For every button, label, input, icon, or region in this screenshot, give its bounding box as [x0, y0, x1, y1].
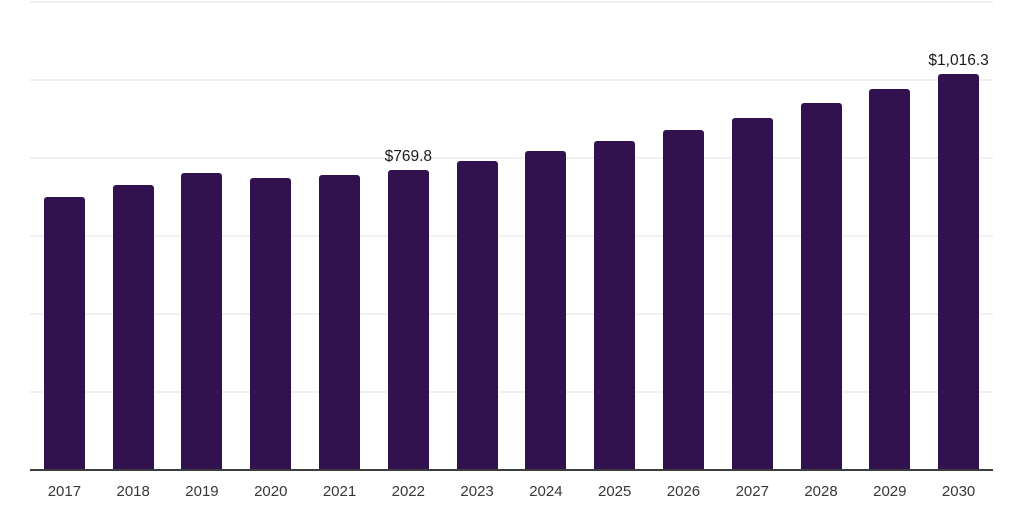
bar-2026 — [662, 130, 704, 470]
x-tick-2022: 2022 — [391, 483, 425, 500]
data-label-2030: $1,016.3 — [928, 51, 989, 69]
bar-2028 — [800, 103, 842, 470]
gridline-200 — [30, 391, 993, 393]
x-tick-2026: 2026 — [666, 483, 701, 500]
x-tick-2021: 2021 — [322, 483, 357, 500]
bar-2029 — [869, 89, 911, 470]
gridline-1200 — [30, 1, 993, 3]
gridline-800 — [30, 157, 993, 159]
bar-2021 — [319, 175, 361, 470]
bar-2018 — [112, 185, 154, 470]
bar-2025 — [594, 140, 636, 470]
gridline-600 — [30, 235, 993, 237]
bar-2017 — [43, 196, 85, 470]
bar-2030 — [938, 73, 980, 470]
bar-2024 — [525, 150, 567, 470]
x-tick-2019: 2019 — [185, 483, 219, 500]
x-tick-2030: 2030 — [941, 483, 976, 500]
gridline-1000 — [30, 79, 993, 81]
x-tick-2027: 2027 — [735, 483, 769, 500]
x-tick-2023: 2023 — [460, 483, 494, 500]
x-tick-2018: 2018 — [116, 483, 150, 500]
x-tick-2017: 2017 — [47, 483, 82, 500]
bar-2020 — [250, 177, 292, 470]
x-tick-2025: 2025 — [597, 483, 632, 500]
x-tick-2024: 2024 — [529, 483, 563, 500]
gridline-400 — [30, 313, 993, 315]
bar-2023 — [456, 160, 498, 470]
x-tick-2029: 2029 — [873, 483, 907, 500]
x-tick-2020: 2020 — [254, 483, 288, 500]
data-label-2022: $769.8 — [384, 147, 433, 165]
bar-2019 — [181, 173, 223, 470]
x-axis-line — [30, 469, 993, 471]
x-tick-2028: 2028 — [804, 483, 838, 500]
bar-2027 — [731, 117, 773, 470]
bar-2022 — [387, 169, 429, 470]
